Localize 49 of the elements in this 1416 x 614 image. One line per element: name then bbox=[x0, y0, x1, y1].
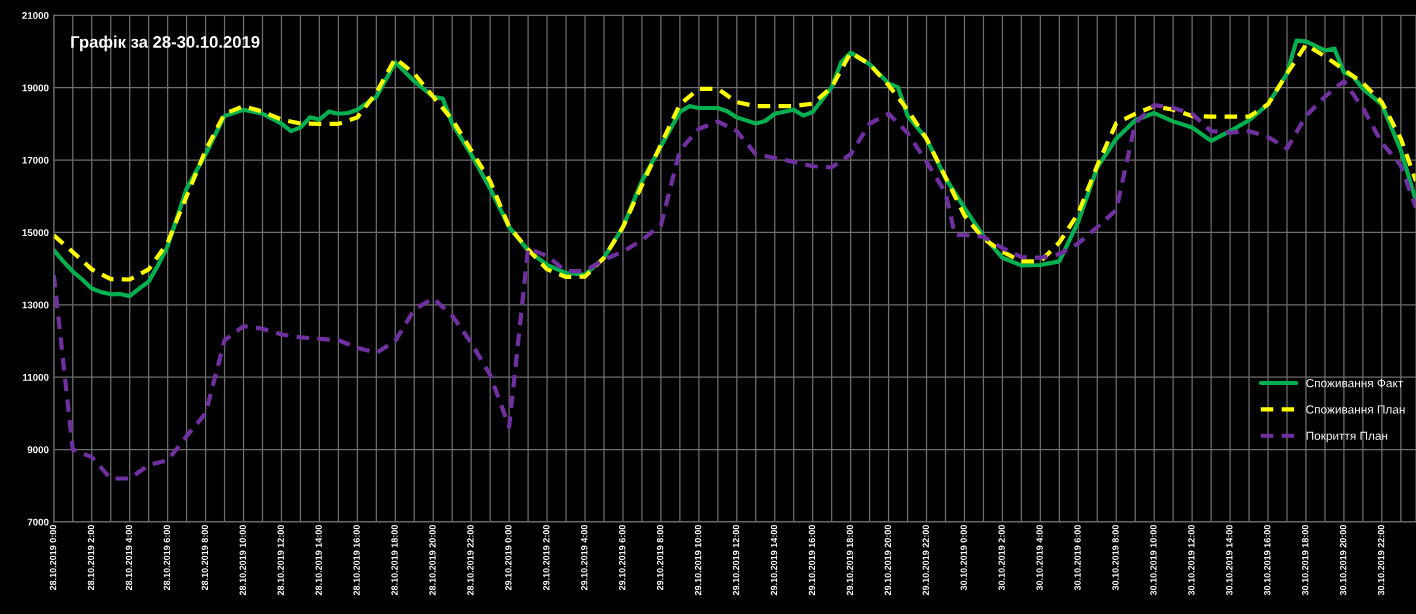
x-tick-label: 30.10.2019 12:00 bbox=[1188, 525, 1195, 596]
text: Графік за 28-30.10.2019 bbox=[71, 35, 260, 52]
x-tick-label: 28.10.2019 2:00 bbox=[87, 525, 95, 591]
x-tick-label: 30.10.2019 2:00 bbox=[998, 525, 1005, 591]
x-tick-label: 29.10.2019 6:00 bbox=[619, 525, 626, 591]
y-tick-label: 21000 bbox=[22, 12, 49, 19]
x-tick-label: 29.10.2019 0:00 bbox=[505, 525, 512, 591]
y-tick-label: 17000 bbox=[22, 156, 49, 164]
legend-label: Споживання Факт bbox=[1306, 378, 1403, 388]
x-tick-label: 28.10.2019 20:00 bbox=[429, 525, 436, 596]
legend-label: Споживання План bbox=[1306, 405, 1405, 414]
y-tick-label: 11000 bbox=[23, 373, 49, 381]
y-tick-label: 15000 bbox=[22, 229, 49, 237]
x-tick-label: 30.10.2019 10:00 bbox=[1150, 525, 1157, 596]
x-tick-label: 30.10.2019 14:00 bbox=[1226, 525, 1233, 596]
x-tick-label: 29.10.2019 8:00 bbox=[656, 525, 664, 591]
x-tick-label: 28.10.2019 12:00 bbox=[277, 525, 284, 596]
x-tick-label: 29.10.2019 10:00 bbox=[694, 525, 702, 596]
x-tick-label: 28.10.2019 18:00 bbox=[391, 525, 398, 596]
x-tick-label: 30.10.2019 22:00 bbox=[1377, 525, 1385, 596]
x-tick-label: 30.10.2019 6:00 bbox=[1074, 525, 1081, 591]
x-tick-label: 29.10.2019 4:00 bbox=[581, 525, 588, 591]
x-tick-label: 29.10.2019 14:00 bbox=[770, 525, 778, 596]
x-tick-label: 30.10.2019 0:00 bbox=[960, 525, 967, 591]
x-tick-label: 30.10.2019 16:00 bbox=[1264, 525, 1271, 596]
x-tick-label: 28.10.2019 8:00 bbox=[201, 525, 209, 591]
y-tick-label: 19000 bbox=[22, 84, 49, 92]
x-tick-label: 28.10.2019 22:00 bbox=[467, 525, 474, 596]
x-tick-label: 29.10.2019 20:00 bbox=[884, 525, 891, 596]
x-tick-label: 28.10.2019 14:00 bbox=[315, 525, 322, 596]
x-tick-label: 30.10.2019 20:00 bbox=[1339, 525, 1347, 596]
x-tick-label: 29.10.2019 12:00 bbox=[732, 525, 740, 596]
x-tick-label: 29.10.2019 2:00 bbox=[543, 525, 550, 591]
x-tick-label: 28.10.2019 4:00 bbox=[125, 525, 133, 591]
x-tick-label: 30.10.2019 18:00 bbox=[1301, 525, 1309, 596]
x-tick-label: 28.10.2019 6:00 bbox=[163, 525, 171, 591]
x-tick-label: 29.10.2019 22:00 bbox=[922, 525, 929, 596]
x-tick-label: 30.10.2019 4:00 bbox=[1036, 525, 1043, 591]
y-tick-label: 13000 bbox=[22, 301, 49, 309]
x-tick-label: 29.10.2019 16:00 bbox=[808, 525, 816, 596]
legend-label: Покриття План bbox=[1306, 431, 1388, 443]
x-tick-label: 29.10.2019 18:00 bbox=[846, 525, 854, 596]
line-series bbox=[53, 79, 1416, 481]
x-tick-label: 28.10.2019 10:00 bbox=[239, 525, 246, 596]
x-tick-label: 28.10.2019 0:00 bbox=[49, 525, 57, 591]
y-tick-label: 9000 bbox=[27, 446, 49, 454]
x-tick-label: 28.10.2019 16:00 bbox=[353, 525, 360, 596]
y-tick-label: 7000 bbox=[27, 518, 49, 526]
x-tick-label: 30.10.2019 8:00 bbox=[1112, 525, 1119, 591]
